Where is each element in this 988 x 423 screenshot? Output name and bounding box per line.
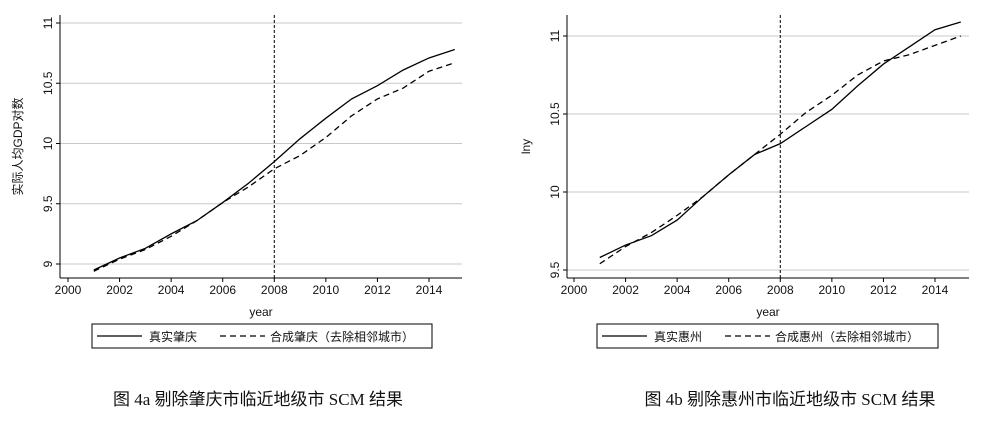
x-tick-label: 2006 (715, 283, 742, 297)
x-tick-label: 2004 (158, 283, 185, 297)
legend-label: 真实惠州 (654, 329, 702, 344)
y-tick-label: 10 (548, 185, 562, 199)
x-tick-label: 2002 (612, 283, 639, 297)
y-tick-label: 10 (41, 137, 55, 151)
x-tick-label: 2014 (416, 283, 443, 297)
x-tick-label: 2000 (55, 283, 82, 297)
x-axis-label: year (249, 305, 272, 319)
legend: 真实惠州 合成惠州（去除相邻城市） (597, 324, 938, 348)
y-tick-label: 9.5 (41, 195, 55, 212)
x-tick-label: 2012 (364, 283, 391, 297)
y-tick-label: 9 (41, 260, 55, 267)
x-tick-label: 2000 (561, 283, 588, 297)
x-tick-label: 2010 (819, 283, 846, 297)
figure-caption: 图 4b 剔除惠州市临近地级市 SCM 结果 (645, 390, 936, 409)
x-tick-label: 2008 (261, 283, 288, 297)
x-tick-label: 2006 (209, 283, 236, 297)
x-tick-label: 2004 (664, 283, 691, 297)
chart-panel-2: 9.5 10 10.5 11 2000 2002 2004 2006 2008 2010 2012 2… (519, 15, 969, 409)
x-tick-label: 2014 (922, 283, 949, 297)
x-tick-label: 2002 (106, 283, 133, 297)
legend-label: 合成肇庆（去除相邻城市） (270, 329, 414, 344)
y-tick-label: 9.5 (548, 261, 562, 278)
y-axis-label: 实际人均GDP对数 (10, 97, 25, 195)
x-tick-label: 2012 (870, 283, 897, 297)
x-tick-label: 2008 (767, 283, 794, 297)
y-axis-label: lny (519, 139, 533, 154)
legend: 真实肇庆 合成肇庆（去除相邻城市） (92, 324, 432, 348)
y-tick-label: 10.5 (548, 102, 562, 126)
y-tick-label: 10.5 (41, 71, 55, 95)
legend-label: 真实肇庆 (149, 329, 197, 344)
x-tick-label: 2010 (313, 283, 340, 297)
y-tick-label: 11 (548, 29, 562, 42)
figure-caption: 图 4a 剔除肇庆市临近地级市 SCM 结果 (113, 390, 403, 409)
x-axis-label: year (756, 305, 779, 319)
chart-panel-1: 9 9.5 10 10.5 11 2000 2002 2004 2006 2008 2010 2012… (10, 15, 462, 409)
y-tick-label: 11 (41, 16, 55, 29)
legend-label: 合成惠州（去除相邻城市） (775, 329, 919, 344)
